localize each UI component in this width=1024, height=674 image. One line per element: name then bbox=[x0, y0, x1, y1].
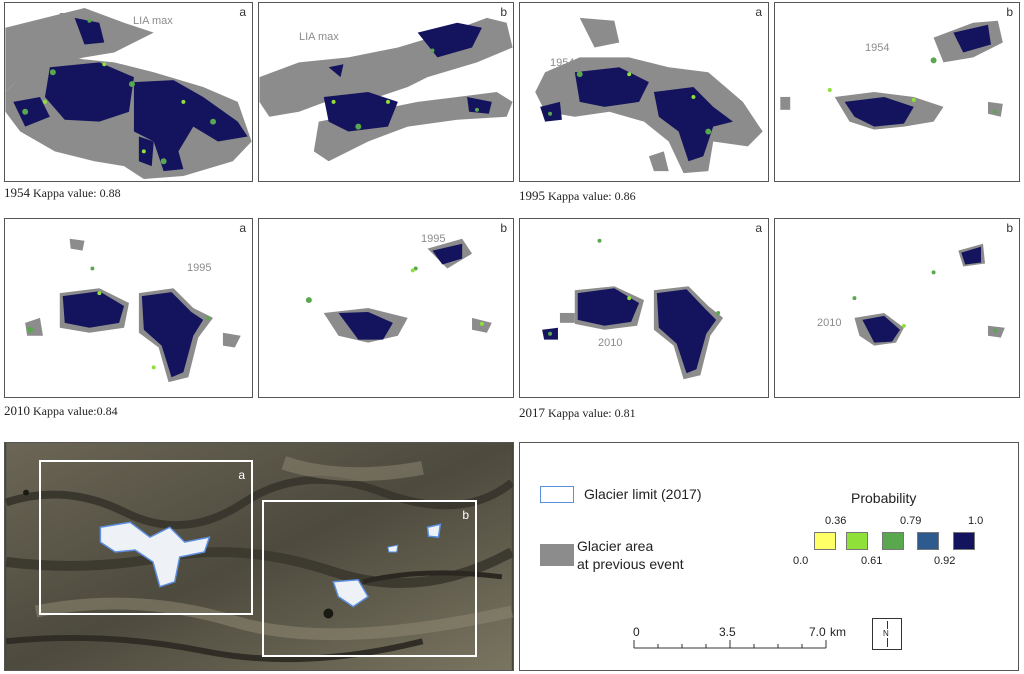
map-panel-2017-a: 2010 a bbox=[519, 218, 769, 398]
map-panel-1995-a: 1954 a bbox=[519, 2, 769, 182]
caption-1954: 1954 Kappa value: 0.88 bbox=[4, 185, 121, 200]
probability-tick: 0.79 bbox=[900, 515, 922, 527]
satellite-terrain bbox=[5, 443, 513, 670]
reference-label: LIA max bbox=[299, 31, 339, 43]
reference-label: 1995 bbox=[421, 233, 446, 245]
caption-1995: 1995 Kappa value: 0.86 bbox=[519, 188, 636, 203]
probability-swatch-1 bbox=[814, 532, 836, 550]
panel-letter: a bbox=[239, 5, 246, 19]
probability-swatch-4 bbox=[917, 532, 939, 550]
glacier-map-1954-b bbox=[259, 17, 513, 162]
north-arrow: N bbox=[872, 618, 902, 650]
panel-letter: a bbox=[755, 221, 762, 235]
panel-letter: a bbox=[239, 221, 246, 235]
scale-label: 3.5 bbox=[719, 625, 736, 639]
previous-area-swatch bbox=[540, 544, 574, 566]
scale-label: 0 bbox=[633, 625, 640, 639]
legend-panel: Glacier limit (2017) Glacier area at pre… bbox=[519, 442, 1019, 671]
satellite-image: a b bbox=[4, 442, 514, 671]
glacier-limit-swatch bbox=[540, 486, 574, 503]
probability-tick: 0.36 bbox=[825, 515, 847, 527]
panel-letter: b bbox=[1006, 5, 1013, 19]
box-letter: a bbox=[238, 468, 245, 482]
glacier-map-2017-a bbox=[542, 238, 724, 380]
glacier-map-1954-a bbox=[5, 7, 252, 180]
box-letter: b bbox=[462, 508, 469, 522]
probability-tick: 0.92 bbox=[934, 555, 956, 567]
map-panel-2010-b: 1995 b bbox=[258, 218, 514, 398]
panel-letter: b bbox=[1006, 221, 1013, 235]
reference-label: 2010 bbox=[817, 317, 842, 329]
map-panel-1995-b: 1954 b bbox=[774, 2, 1020, 182]
probability-tick: 0.61 bbox=[861, 555, 883, 567]
probability-swatch-2 bbox=[846, 532, 868, 550]
glacier-map-2010-b bbox=[305, 238, 492, 343]
previous-area-label-1: Glacier area bbox=[577, 538, 654, 554]
map-panel-2017-b: 2010 b bbox=[774, 218, 1020, 398]
map-panel-1954-a: LIA max a bbox=[4, 2, 253, 182]
previous-area-label-2: at previous event bbox=[577, 556, 684, 572]
scale-bar bbox=[633, 640, 827, 649]
panel-letter: b bbox=[500, 221, 507, 235]
map-panel-2010-a: 1995 a bbox=[4, 218, 253, 398]
study-area-box-b: b bbox=[262, 500, 477, 657]
caption-2010: 2010 Kappa value:0.84 bbox=[4, 403, 118, 418]
reference-label: 1954 bbox=[550, 57, 575, 69]
reference-label: 2010 bbox=[598, 337, 623, 349]
glacier-map-1995-b bbox=[780, 20, 1003, 130]
map-panel-1954-b: LIA max b bbox=[258, 2, 514, 182]
scale-label: 7.0 bbox=[809, 625, 826, 639]
north-label: N bbox=[883, 629, 889, 638]
reference-label: LIA max bbox=[133, 15, 173, 27]
glacier-limit-label: Glacier limit (2017) bbox=[584, 486, 702, 502]
caption-2017: 2017 Kappa value: 0.81 bbox=[519, 405, 636, 420]
scale-unit: km bbox=[830, 625, 846, 639]
reference-label: 1954 bbox=[865, 42, 890, 54]
glacier-map-2017-b bbox=[852, 243, 1005, 346]
probability-swatch-5 bbox=[953, 532, 975, 550]
glacier-map-2010-a bbox=[25, 238, 241, 383]
panel-letter: a bbox=[755, 5, 762, 19]
probability-tick: 0.0 bbox=[793, 555, 809, 567]
panel-letter: b bbox=[500, 5, 507, 19]
reference-label: 1995 bbox=[187, 262, 212, 274]
glacier-map-1995-a bbox=[535, 17, 763, 174]
study-area-box-a: a bbox=[39, 460, 253, 615]
probability-tick: 1.0 bbox=[968, 515, 984, 527]
probability-swatch-3 bbox=[882, 532, 904, 550]
probability-title: Probability bbox=[851, 490, 917, 506]
